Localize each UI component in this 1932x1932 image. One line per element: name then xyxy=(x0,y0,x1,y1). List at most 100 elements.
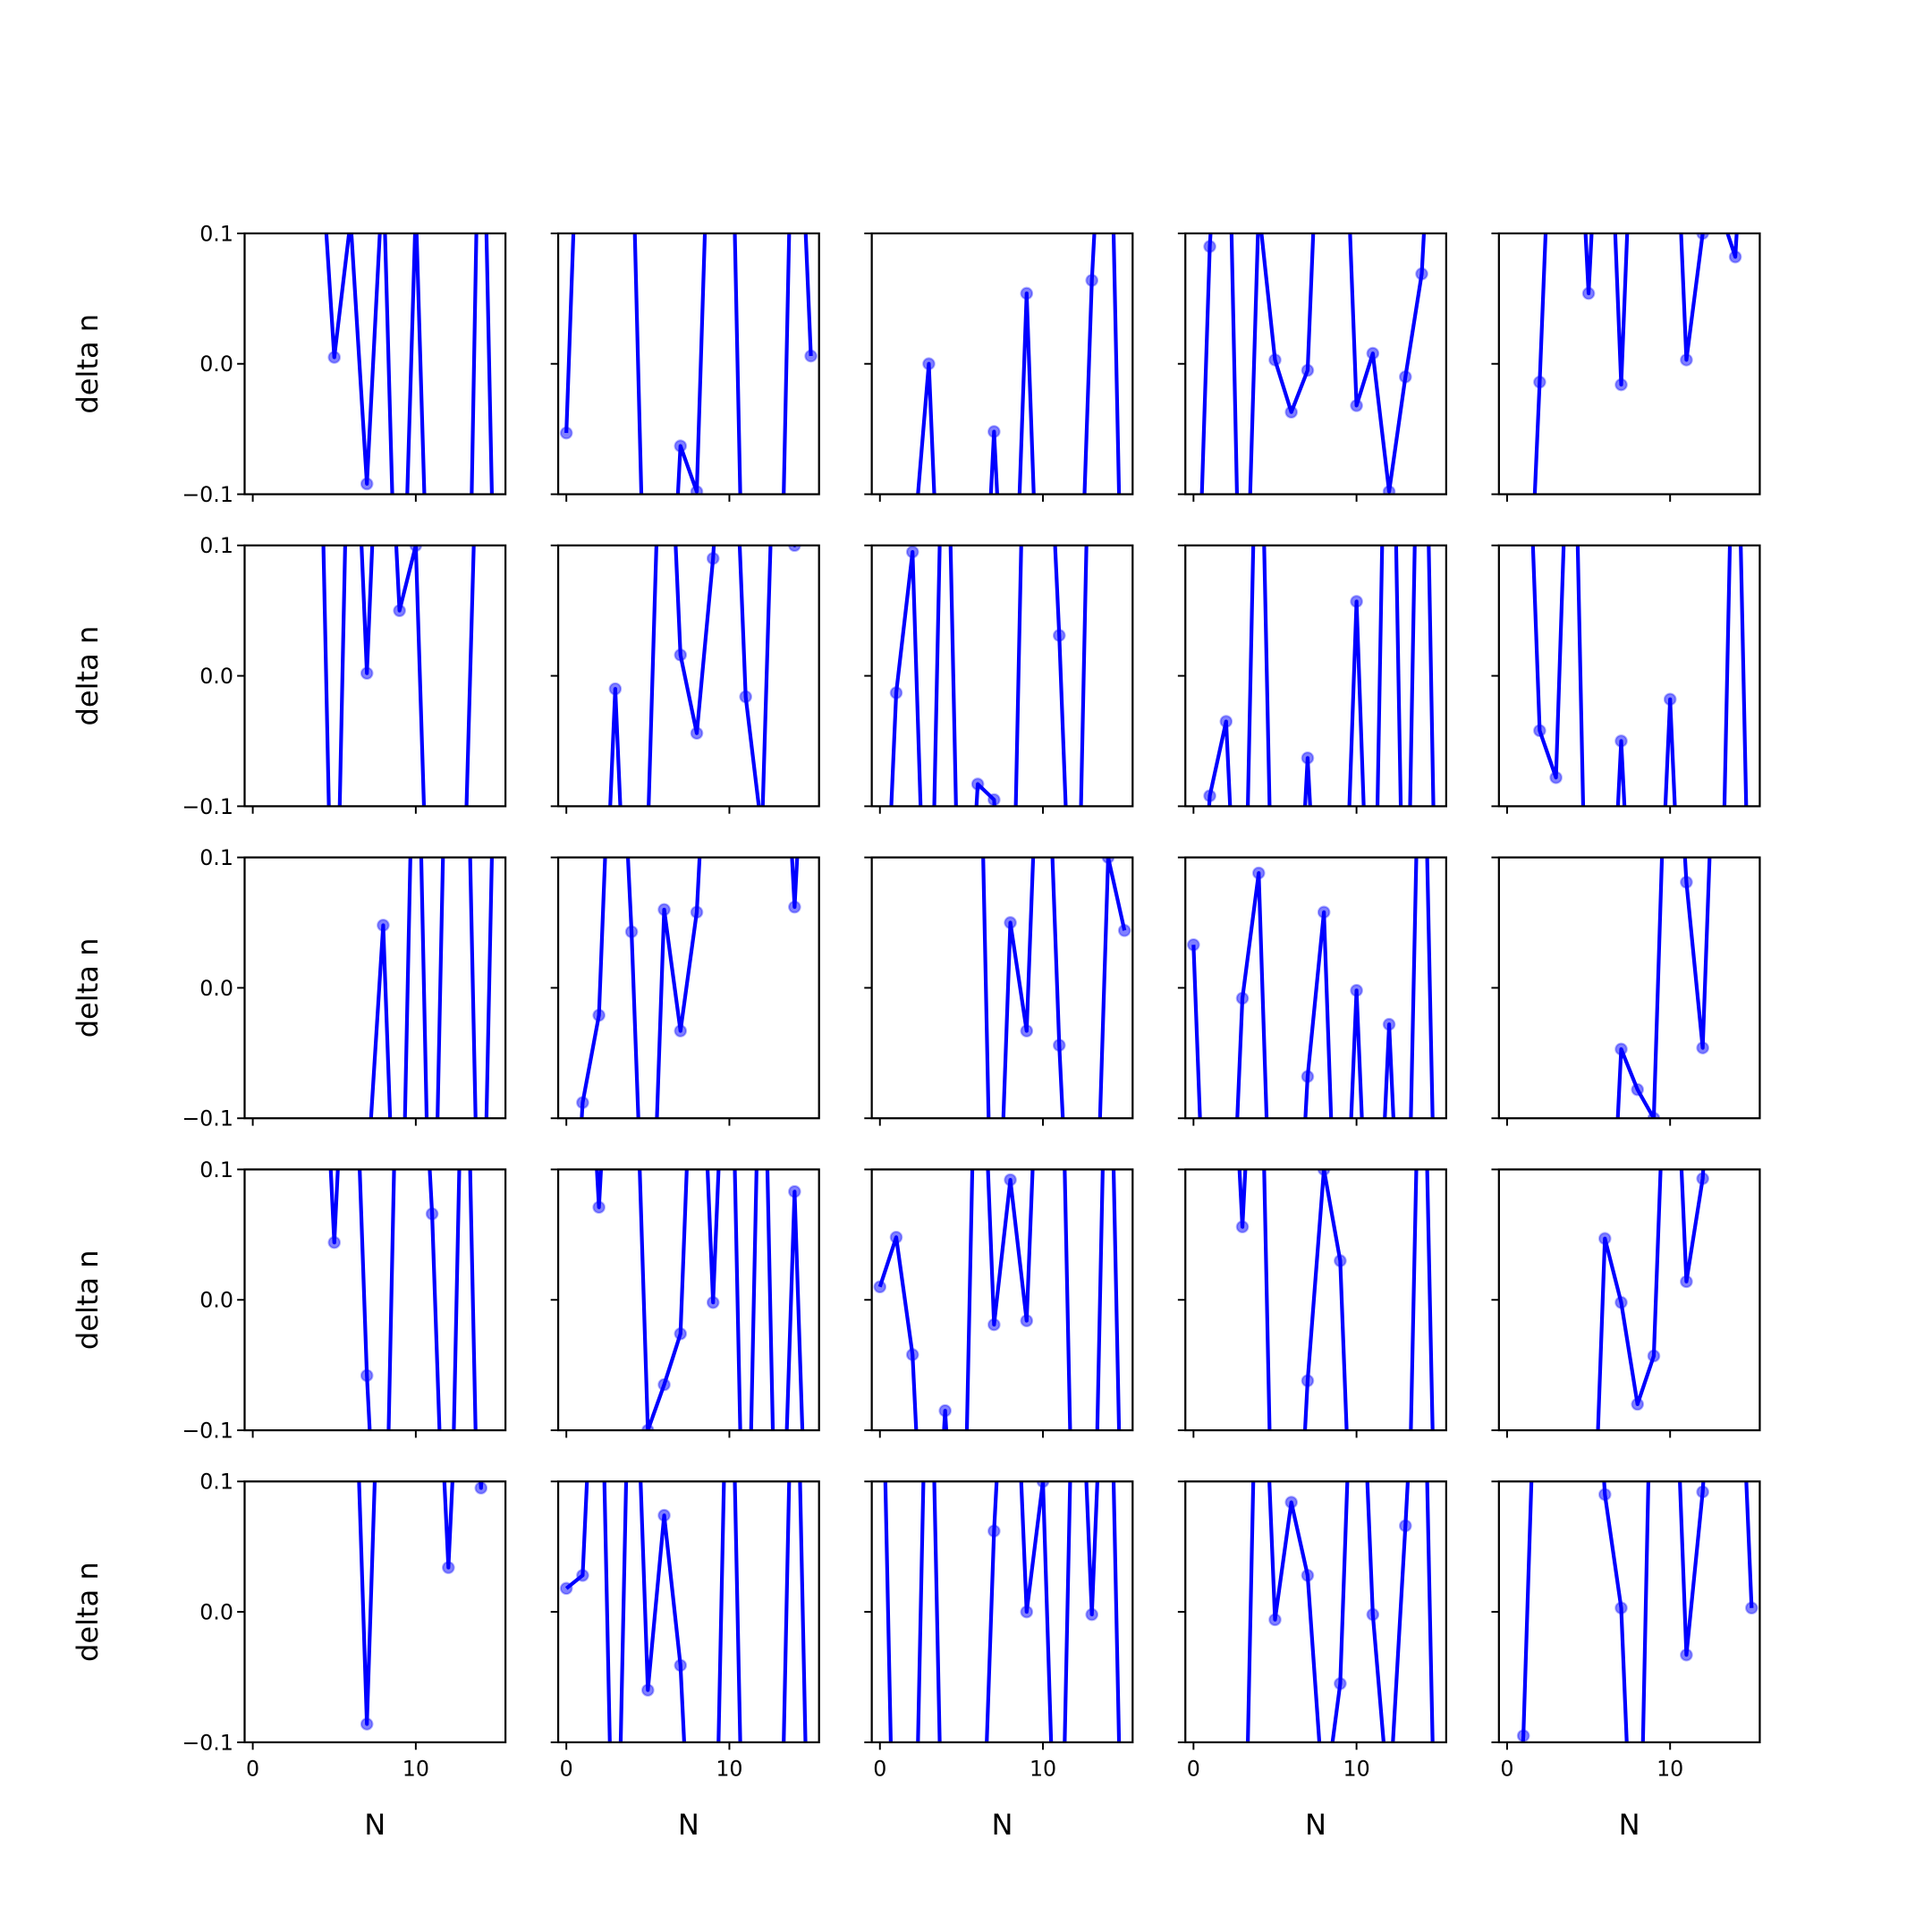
y-axis-label: delta n xyxy=(71,314,105,414)
data-line xyxy=(883,1481,1122,1742)
data-point xyxy=(1020,1024,1034,1038)
plot-area xyxy=(1532,233,1742,495)
data-point xyxy=(608,682,623,696)
data-point xyxy=(1334,1676,1347,1690)
data-point xyxy=(1317,905,1331,919)
subplot xyxy=(864,1168,1134,1438)
data-point xyxy=(1020,1605,1034,1619)
data-point xyxy=(657,1508,671,1522)
subplot: 0 10 N xyxy=(864,1480,1134,1842)
data-point xyxy=(690,905,704,919)
data-point xyxy=(1301,1070,1315,1083)
data-line xyxy=(1596,1169,1706,1431)
data-line xyxy=(1199,233,1427,495)
data-point xyxy=(690,485,704,495)
data-point xyxy=(1350,399,1363,412)
data-point xyxy=(360,666,374,680)
data-line xyxy=(564,233,813,495)
data-point xyxy=(1052,629,1066,642)
y-tick-label: −0.1 xyxy=(182,794,233,819)
x-tick-label: 0 xyxy=(560,1757,573,1782)
subplot xyxy=(1177,544,1447,814)
data-point xyxy=(1350,984,1363,997)
subplot xyxy=(550,1168,820,1438)
data-point xyxy=(1284,1496,1299,1509)
subplot: 0 10 N xyxy=(1491,1480,1761,1842)
data-line xyxy=(328,1169,478,1431)
subplot xyxy=(550,856,820,1126)
data-point xyxy=(938,1403,952,1418)
x-axis-label: N xyxy=(678,1808,699,1842)
subplot xyxy=(864,232,1134,502)
data-point xyxy=(1268,353,1282,367)
data-point xyxy=(1614,1295,1628,1309)
data-point xyxy=(327,351,342,364)
data-point xyxy=(1415,267,1428,281)
data-point xyxy=(1235,1220,1250,1233)
data-point xyxy=(1117,923,1131,937)
data-point xyxy=(393,604,406,618)
data-point xyxy=(1631,1082,1645,1097)
data-point xyxy=(576,1096,589,1110)
data-point xyxy=(1020,286,1034,301)
subplot xyxy=(550,232,820,502)
data-point xyxy=(1004,916,1017,929)
y-tick-label: 0.0 xyxy=(199,1288,233,1313)
x-tick-label: 10 xyxy=(1343,1757,1370,1782)
data-line xyxy=(889,545,1089,807)
data-point xyxy=(1533,375,1546,389)
data-point xyxy=(873,1280,887,1294)
data-point xyxy=(1696,1041,1709,1055)
data-point xyxy=(377,919,390,932)
y-axis-label: delta n xyxy=(71,1562,105,1662)
subplot xyxy=(1491,1168,1761,1438)
data-line xyxy=(877,1169,1122,1431)
plot-area xyxy=(889,545,1089,807)
data-point xyxy=(425,1207,439,1221)
x-axis-label: N xyxy=(1619,1808,1640,1842)
plot-area xyxy=(1187,857,1435,1119)
y-tick-label: −0.1 xyxy=(182,1730,233,1755)
data-point xyxy=(1052,1038,1066,1052)
data-point xyxy=(674,1326,688,1341)
data-point xyxy=(1647,1349,1661,1363)
data-point xyxy=(360,477,374,491)
y-axis-label: delta n xyxy=(71,1250,105,1350)
x-tick-label: 10 xyxy=(1030,1757,1056,1782)
data-point xyxy=(1203,789,1216,803)
subplot: −0.1 0.0 0.1 delta n xyxy=(71,845,507,1131)
data-point xyxy=(987,792,1001,807)
plot-area xyxy=(916,233,1122,495)
subplot: 0 10 N xyxy=(1177,1480,1447,1842)
subplot xyxy=(1177,1168,1447,1438)
y-tick-label: 0.1 xyxy=(199,221,233,246)
data-point xyxy=(788,900,801,914)
data-point xyxy=(640,1423,655,1431)
data-point xyxy=(1101,857,1115,864)
data-point xyxy=(576,1568,589,1582)
plot-area xyxy=(559,233,818,495)
data-point xyxy=(987,1524,1001,1538)
data-point xyxy=(905,545,919,559)
data-point xyxy=(1549,770,1563,784)
y-tick-label: 0.0 xyxy=(199,1599,233,1624)
subplot xyxy=(1491,544,1761,814)
subplot: −0.1 0.0 0.1 delta n xyxy=(71,1157,507,1443)
y-tick-label: 0.1 xyxy=(199,1157,233,1182)
data-point xyxy=(889,686,903,699)
data-point xyxy=(1680,875,1693,889)
data-point xyxy=(706,552,720,565)
data-point xyxy=(1680,1648,1693,1662)
data-line xyxy=(369,857,495,1119)
x-tick-label: 0 xyxy=(873,1757,886,1782)
plot-area xyxy=(559,1481,808,1742)
data-point xyxy=(624,925,639,939)
data-line xyxy=(564,1481,808,1742)
data-line xyxy=(916,233,1122,495)
data-point xyxy=(706,1295,720,1309)
data-point xyxy=(1614,1042,1628,1056)
data-line xyxy=(324,233,495,495)
data-line xyxy=(580,857,800,1119)
